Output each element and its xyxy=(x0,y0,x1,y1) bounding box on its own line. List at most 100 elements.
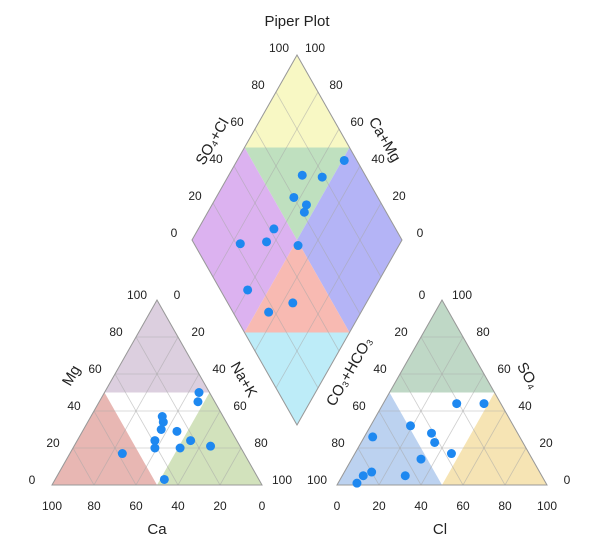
tick-label: 0 xyxy=(29,473,36,487)
grid-line xyxy=(177,410,221,486)
grid-line xyxy=(254,128,361,315)
data-point xyxy=(194,388,204,397)
grid-line xyxy=(275,91,382,278)
data-point xyxy=(317,172,327,182)
tick-label: 60 xyxy=(456,499,470,513)
data-point xyxy=(446,449,456,459)
tick-label: 60 xyxy=(230,115,244,129)
chart-title: Piper Plot xyxy=(264,13,330,30)
grid-line xyxy=(233,165,340,352)
tick-label: 100 xyxy=(305,41,325,55)
tick-label: 40 xyxy=(171,499,185,513)
anion-zone xyxy=(337,392,442,485)
grid-line xyxy=(275,202,382,389)
tick-label: 40 xyxy=(373,362,387,376)
cation-zone xyxy=(52,392,157,485)
data-point xyxy=(430,437,440,447)
diamond-outline xyxy=(191,53,403,427)
data-point xyxy=(406,421,415,431)
data-point xyxy=(172,426,182,436)
data-point xyxy=(367,467,377,477)
data-point xyxy=(400,471,410,481)
axis-title: Cl xyxy=(433,521,447,538)
anion-zone xyxy=(442,392,547,485)
data-point xyxy=(297,170,307,180)
tick-label: 60 xyxy=(233,399,247,413)
tick-label: 100 xyxy=(42,499,62,513)
data-point xyxy=(269,224,279,234)
grid-line xyxy=(212,202,319,389)
tick-label: 0 xyxy=(334,499,341,513)
axis-title: Na+K xyxy=(227,359,261,400)
data-point xyxy=(264,307,274,317)
tick-label: 80 xyxy=(87,499,101,513)
data-point xyxy=(339,155,349,165)
data-point xyxy=(206,441,216,451)
axis-title: SO₄ xyxy=(513,359,542,392)
data-point xyxy=(368,432,378,442)
anion-zone xyxy=(389,300,495,393)
tick-label: 40 xyxy=(371,152,385,166)
tick-label: 20 xyxy=(372,499,386,513)
tick-label: 0 xyxy=(417,226,424,240)
data-point xyxy=(427,428,436,438)
tick-label: 60 xyxy=(350,115,364,129)
data-point xyxy=(299,207,309,217)
axis-title: Mg xyxy=(59,362,84,389)
tick-label: 0 xyxy=(419,288,426,302)
data-point xyxy=(452,399,462,409)
data-point xyxy=(479,399,489,409)
grid-line xyxy=(357,447,380,486)
tick-label: 80 xyxy=(476,325,490,339)
data-point xyxy=(288,298,298,308)
tick-label: 100 xyxy=(272,473,292,487)
tick-label: 20 xyxy=(213,499,227,513)
data-point xyxy=(150,443,160,453)
data-point xyxy=(157,412,167,422)
data-point xyxy=(416,454,426,464)
grid-line xyxy=(212,91,319,278)
tick-label: 60 xyxy=(352,399,366,413)
data-point xyxy=(358,471,368,481)
data-point xyxy=(159,474,169,484)
data-point xyxy=(352,478,362,488)
tick-label: 60 xyxy=(497,362,511,376)
tick-label: 60 xyxy=(88,362,102,376)
tick-label: 20 xyxy=(191,325,205,339)
grid-line xyxy=(114,373,179,486)
tick-label: 80 xyxy=(109,325,123,339)
tick-label: 0 xyxy=(259,499,266,513)
tick-label: 80 xyxy=(498,499,512,513)
data-point xyxy=(289,192,299,202)
diamond-zone xyxy=(244,332,350,425)
tick-label: 80 xyxy=(331,436,345,450)
tick-label: 80 xyxy=(329,78,343,92)
tick-label: 100 xyxy=(269,41,289,55)
grid-line xyxy=(72,447,95,486)
tick-label: 0 xyxy=(174,288,181,302)
grid-line xyxy=(254,165,361,352)
diamond-zone xyxy=(244,147,350,240)
tick-label: 80 xyxy=(251,78,265,92)
data-point xyxy=(193,397,203,407)
tick-label: 60 xyxy=(129,499,143,513)
axis-title: Ca xyxy=(147,521,167,538)
grid-line xyxy=(420,373,485,486)
diamond-zone xyxy=(244,55,350,148)
grid-line xyxy=(219,447,242,486)
data-point xyxy=(243,285,253,295)
tick-label: 40 xyxy=(67,399,81,413)
cation-zone xyxy=(104,300,210,393)
data-point xyxy=(156,425,166,434)
grid-line xyxy=(233,128,340,315)
grid-line xyxy=(135,373,200,486)
data-point xyxy=(301,200,311,210)
data-point xyxy=(150,436,160,446)
tick-label: 0 xyxy=(564,473,571,487)
tick-label: 40 xyxy=(212,362,226,376)
tick-label: 20 xyxy=(394,325,408,339)
tick-label: 40 xyxy=(518,399,532,413)
tick-label: 40 xyxy=(414,499,428,513)
tick-label: 20 xyxy=(46,436,60,450)
